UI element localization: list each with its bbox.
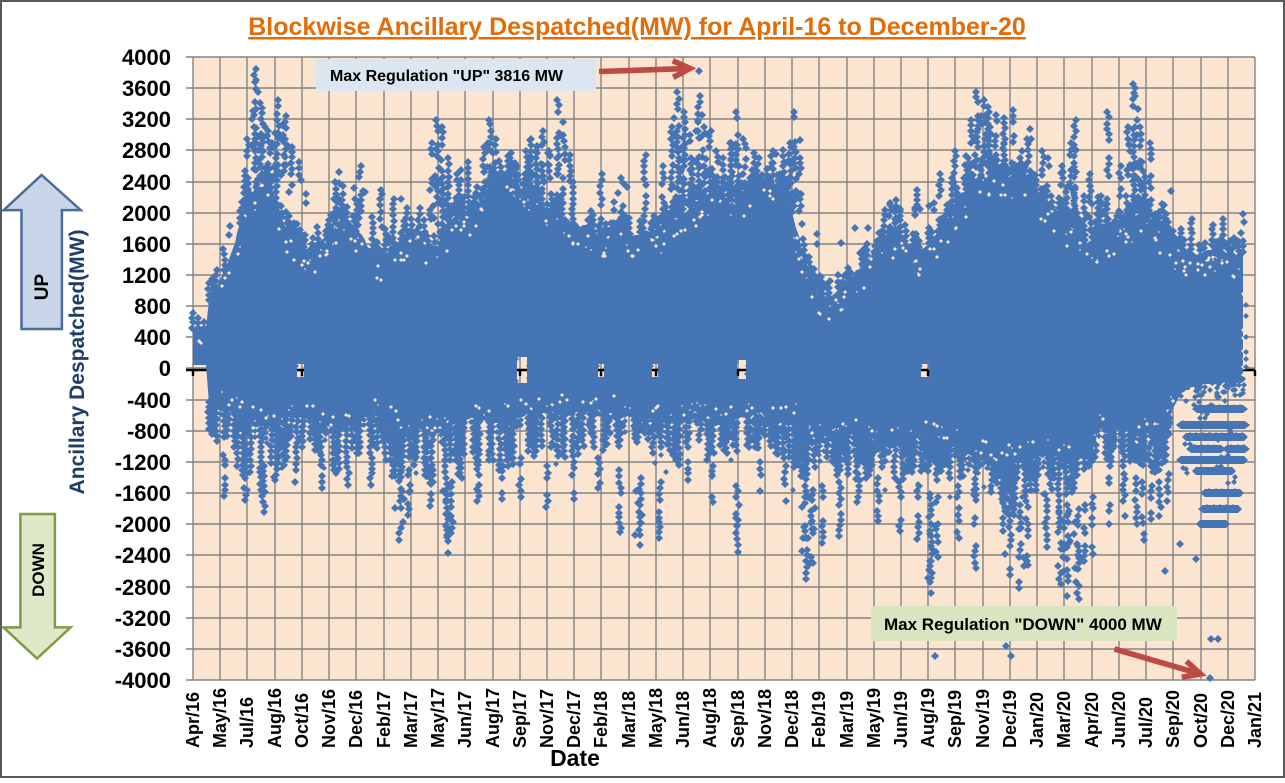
svg-text:Oct/16: Oct/16: [292, 693, 312, 748]
svg-text:Jan/21: Jan/21: [1245, 692, 1265, 748]
svg-text:2800: 2800: [122, 138, 171, 163]
svg-text:Apr/20: Apr/20: [1082, 692, 1102, 748]
svg-text:Aug/17: Aug/17: [483, 688, 503, 748]
svg-text:Nov/16: Nov/16: [319, 689, 339, 748]
svg-text:Dec/20: Dec/20: [1218, 690, 1238, 748]
svg-text:Aug/19: Aug/19: [918, 688, 938, 748]
svg-text:Jun/20: Jun/20: [1109, 691, 1129, 748]
svg-text:May/18: May/18: [646, 688, 666, 748]
svg-text:-3600: -3600: [115, 637, 171, 662]
svg-text:-1600: -1600: [115, 481, 171, 506]
svg-text:Nov/19: Nov/19: [973, 689, 993, 748]
svg-text:Jul/16: Jul/16: [237, 697, 257, 748]
svg-text:Dec/17: Dec/17: [564, 690, 584, 748]
svg-text:Aug/18: Aug/18: [700, 688, 720, 748]
svg-text:Max Regulation "DOWN" 4000 M: Max Regulation "DOWN" 4000 MW: [884, 615, 1163, 634]
svg-text:Sep/18: Sep/18: [728, 690, 748, 748]
svg-text:Apr/16: Apr/16: [183, 692, 203, 748]
svg-text:Sep/20: Sep/20: [1163, 690, 1183, 748]
svg-text:May/16: May/16: [210, 688, 230, 748]
svg-text:Jun/18: Jun/18: [673, 691, 693, 748]
svg-text:Feb/18: Feb/18: [591, 691, 611, 748]
svg-text:Oct/20: Oct/20: [1191, 693, 1211, 748]
svg-text:-400: -400: [127, 388, 171, 413]
svg-text:-2400: -2400: [115, 543, 171, 568]
svg-text:Dec/16: Dec/16: [346, 690, 366, 748]
svg-text:Blockwise Ancillary Despatched: Blockwise Ancillary Despatched(MW) for A…: [248, 13, 1026, 41]
svg-text:May/17: May/17: [428, 688, 448, 748]
svg-text:Jun/17: Jun/17: [455, 691, 475, 748]
svg-text:-3200: -3200: [115, 606, 171, 631]
svg-text:2000: 2000: [122, 201, 171, 226]
svg-text:Jul/20: Jul/20: [1136, 697, 1156, 748]
svg-text:Sep/19: Sep/19: [945, 690, 965, 748]
svg-text:400: 400: [134, 325, 171, 350]
svg-text:-2800: -2800: [115, 575, 171, 600]
svg-text:-800: -800: [127, 419, 171, 444]
svg-text:Feb/19: Feb/19: [809, 691, 829, 748]
svg-text:4000: 4000: [122, 45, 171, 70]
svg-text:Ancillary Despatched(MW): Ancillary Despatched(MW): [66, 230, 89, 495]
svg-text:Nov/18: Nov/18: [755, 689, 775, 748]
svg-text:Mar/17: Mar/17: [401, 691, 421, 748]
svg-text:UP: UP: [32, 273, 53, 300]
svg-text:Mar/18: Mar/18: [619, 691, 639, 748]
svg-text:Aug/16: Aug/16: [265, 688, 285, 748]
svg-text:Jan/20: Jan/20: [1027, 692, 1047, 748]
svg-text:1200: 1200: [122, 263, 171, 288]
svg-text:Dec/18: Dec/18: [782, 690, 802, 748]
svg-text:Nov/17: Nov/17: [537, 689, 557, 748]
svg-text:800: 800: [134, 294, 171, 319]
svg-text:Mar/20: Mar/20: [1054, 691, 1074, 748]
svg-text:Max Regulation "UP" 3816 MW: Max Regulation "UP" 3816 MW: [330, 68, 564, 85]
svg-text:Jun/19: Jun/19: [891, 691, 911, 748]
svg-text:DOWN: DOWN: [29, 543, 48, 597]
svg-text:Sep/17: Sep/17: [510, 690, 530, 748]
svg-text:May/19: May/19: [864, 688, 884, 748]
svg-text:Dec/19: Dec/19: [1000, 690, 1020, 748]
svg-text:-1200: -1200: [115, 450, 171, 475]
svg-text:2400: 2400: [122, 170, 171, 195]
svg-text:Feb/17: Feb/17: [374, 691, 394, 748]
svg-text:Date: Date: [550, 745, 600, 771]
svg-text:3600: 3600: [122, 76, 171, 101]
svg-text:Mar/19: Mar/19: [837, 691, 857, 748]
svg-text:1600: 1600: [122, 232, 171, 257]
svg-text:0: 0: [159, 356, 171, 381]
svg-text:-4000: -4000: [115, 668, 171, 693]
svg-text:-2000: -2000: [115, 512, 171, 537]
svg-text:3200: 3200: [122, 107, 171, 132]
